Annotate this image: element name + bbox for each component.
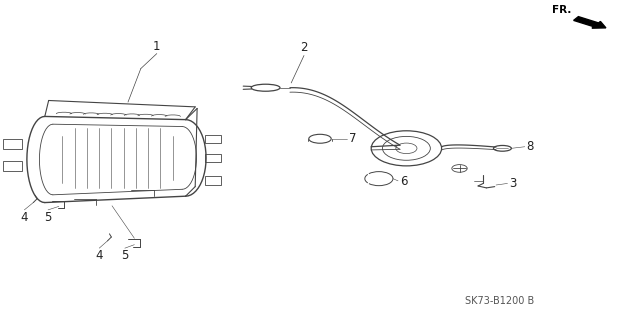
Text: FR.: FR. <box>552 5 571 15</box>
Text: 5: 5 <box>121 249 129 262</box>
Text: SK73-B1200 B: SK73-B1200 B <box>465 296 534 307</box>
FancyArrow shape <box>573 17 606 28</box>
Text: 6: 6 <box>400 175 408 188</box>
Text: 7: 7 <box>349 132 356 145</box>
Text: 4: 4 <box>95 249 103 262</box>
Text: 8: 8 <box>527 140 534 153</box>
Text: 2: 2 <box>300 41 308 54</box>
Text: 5: 5 <box>44 211 52 224</box>
Text: 1: 1 <box>153 40 161 53</box>
Text: 4: 4 <box>20 211 28 224</box>
Text: 3: 3 <box>509 177 516 190</box>
